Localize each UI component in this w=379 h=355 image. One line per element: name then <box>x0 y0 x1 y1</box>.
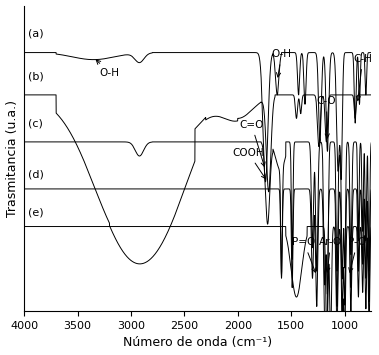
Text: (b): (b) <box>28 71 44 81</box>
Text: (a): (a) <box>28 29 44 39</box>
Text: Ar-O: Ar-O <box>319 237 342 272</box>
Text: O-H: O-H <box>271 49 291 77</box>
Text: (d): (d) <box>28 170 44 180</box>
Y-axis label: Trasmitancia (u.a.): Trasmitancia (u.a.) <box>6 100 19 217</box>
Text: (c): (c) <box>28 118 43 128</box>
X-axis label: Número de onda (cm⁻¹): Número de onda (cm⁻¹) <box>123 337 272 349</box>
Text: C=O: C=O <box>240 120 265 166</box>
Text: (e): (e) <box>28 207 44 217</box>
Text: O-H: O-H <box>96 60 119 78</box>
Text: COOH: COOH <box>233 148 266 179</box>
Text: P-O: P-O <box>348 237 366 272</box>
Text: C-O: C-O <box>316 96 336 138</box>
Text: C-H: C-H <box>353 54 372 100</box>
Text: P=O: P=O <box>292 237 316 272</box>
